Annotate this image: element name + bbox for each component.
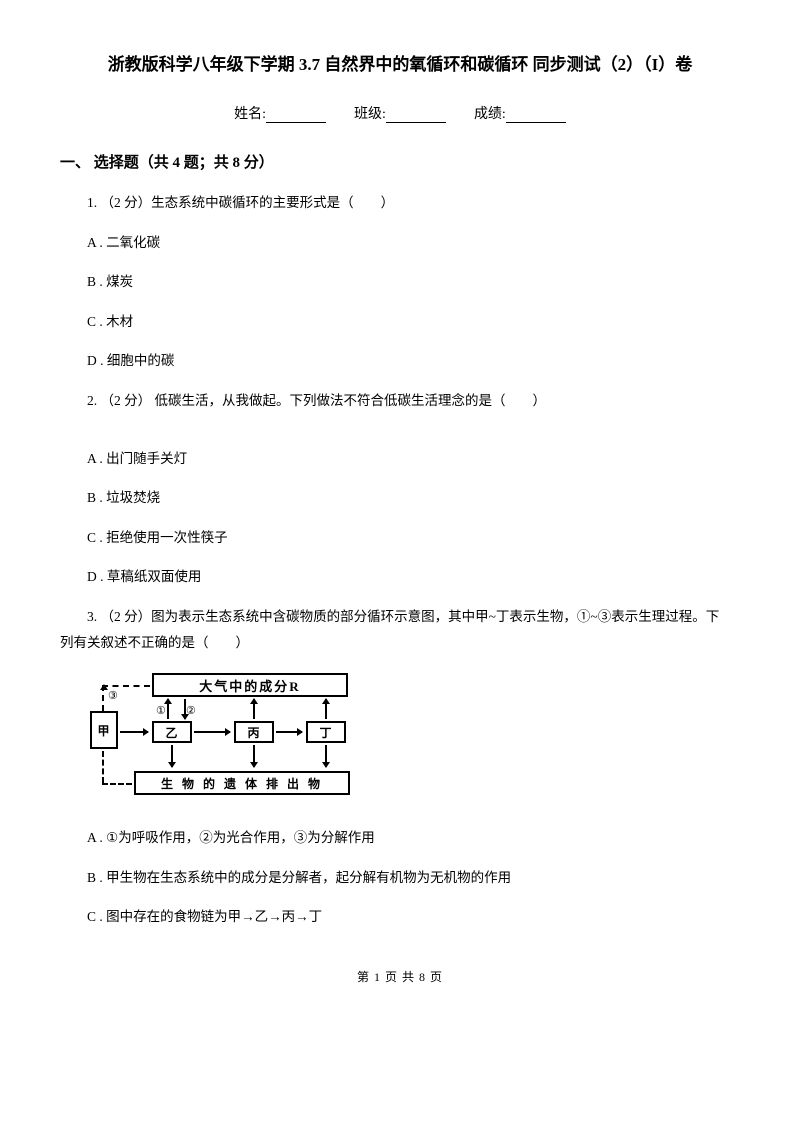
- form-row: 姓名: 班级: 成绩:: [60, 103, 740, 123]
- q3-option-a: A . ①为呼吸作用，②为光合作用，③为分解作用: [60, 827, 740, 849]
- diagram-wrap: 大气中的成分R 甲 乙 丙 丁 生 物 的 遗 体 排 出 物 ① ② ③: [88, 671, 740, 801]
- arrow: [276, 731, 302, 733]
- diagram-box-yi: 乙: [152, 721, 192, 743]
- arrow: [120, 731, 148, 733]
- arrow: [194, 731, 230, 733]
- score-label: 成绩:: [474, 107, 506, 122]
- arrow: [325, 745, 327, 767]
- diagram-box-jia: 甲: [90, 711, 118, 749]
- class-label: 班级:: [354, 107, 386, 122]
- diagram-box-ding: 丁: [306, 721, 346, 743]
- dashed-line: [102, 751, 104, 783]
- q2-stem: 2. （2 分） 低碳生活，从我做起。下列做法不符合低碳生活理念的是（ ）: [60, 390, 740, 412]
- page-title: 浙教版科学八年级下学期 3.7 自然界中的氧循环和碳循环 同步测试（2）（I）卷: [60, 50, 740, 75]
- arrow: [325, 699, 327, 719]
- q3-stem-line2: 列有关叙述不正确的是（ ）: [60, 632, 740, 654]
- carbon-cycle-diagram: 大气中的成分R 甲 乙 丙 丁 生 物 的 遗 体 排 出 物 ① ② ③: [88, 671, 358, 801]
- q3-stem-line1: 3. （2 分）图为表示生态系统中含碳物质的部分循环示意图，其中甲~丁表示生物，…: [60, 606, 740, 628]
- arrow: [171, 745, 173, 767]
- arrow: [253, 745, 255, 767]
- score-blank[interactable]: [506, 109, 566, 123]
- q3-option-c: C . 图中存在的食物链为甲→乙→丙→丁: [60, 906, 740, 928]
- dashed-line: [102, 783, 132, 785]
- section-header: 一、 选择题（共 4 题；共 8 分）: [60, 151, 740, 172]
- q2-option-d: D . 草稿纸双面使用: [60, 566, 740, 588]
- dashed-line: [102, 685, 150, 687]
- diagram-label-1: ①: [156, 704, 166, 717]
- q2-option-b: B . 垃圾焚烧: [60, 487, 740, 509]
- diagram-label-2: ②: [186, 704, 196, 717]
- name-blank[interactable]: [266, 109, 326, 123]
- diagram-box-bottom: 生 物 的 遗 体 排 出 物: [134, 771, 350, 795]
- class-blank[interactable]: [386, 109, 446, 123]
- q1-option-a: A . 二氧化碳: [60, 232, 740, 254]
- diagram-box-top: 大气中的成分R: [152, 673, 348, 697]
- q3-option-b: B . 甲生物在生态系统中的成分是分解者，起分解有机物为无机物的作用: [60, 867, 740, 889]
- arrow: [167, 699, 169, 719]
- q2-option-a: A . 出门随手关灯: [60, 448, 740, 470]
- q1-option-c: C . 木材: [60, 311, 740, 333]
- q1-option-d: D . 细胞中的碳: [60, 350, 740, 372]
- diagram-box-bing: 丙: [234, 721, 274, 743]
- arrow: [253, 699, 255, 719]
- page-footer: 第 1 页 共 8 页: [60, 968, 740, 985]
- dashed-line: [102, 685, 104, 711]
- diagram-label-3: ③: [108, 689, 118, 702]
- q1-stem: 1. （2 分）生态系统中碳循环的主要形式是（ ）: [60, 192, 740, 214]
- q1-option-b: B . 煤炭: [60, 271, 740, 293]
- name-label: 姓名:: [234, 107, 266, 122]
- q2-option-c: C . 拒绝使用一次性筷子: [60, 527, 740, 549]
